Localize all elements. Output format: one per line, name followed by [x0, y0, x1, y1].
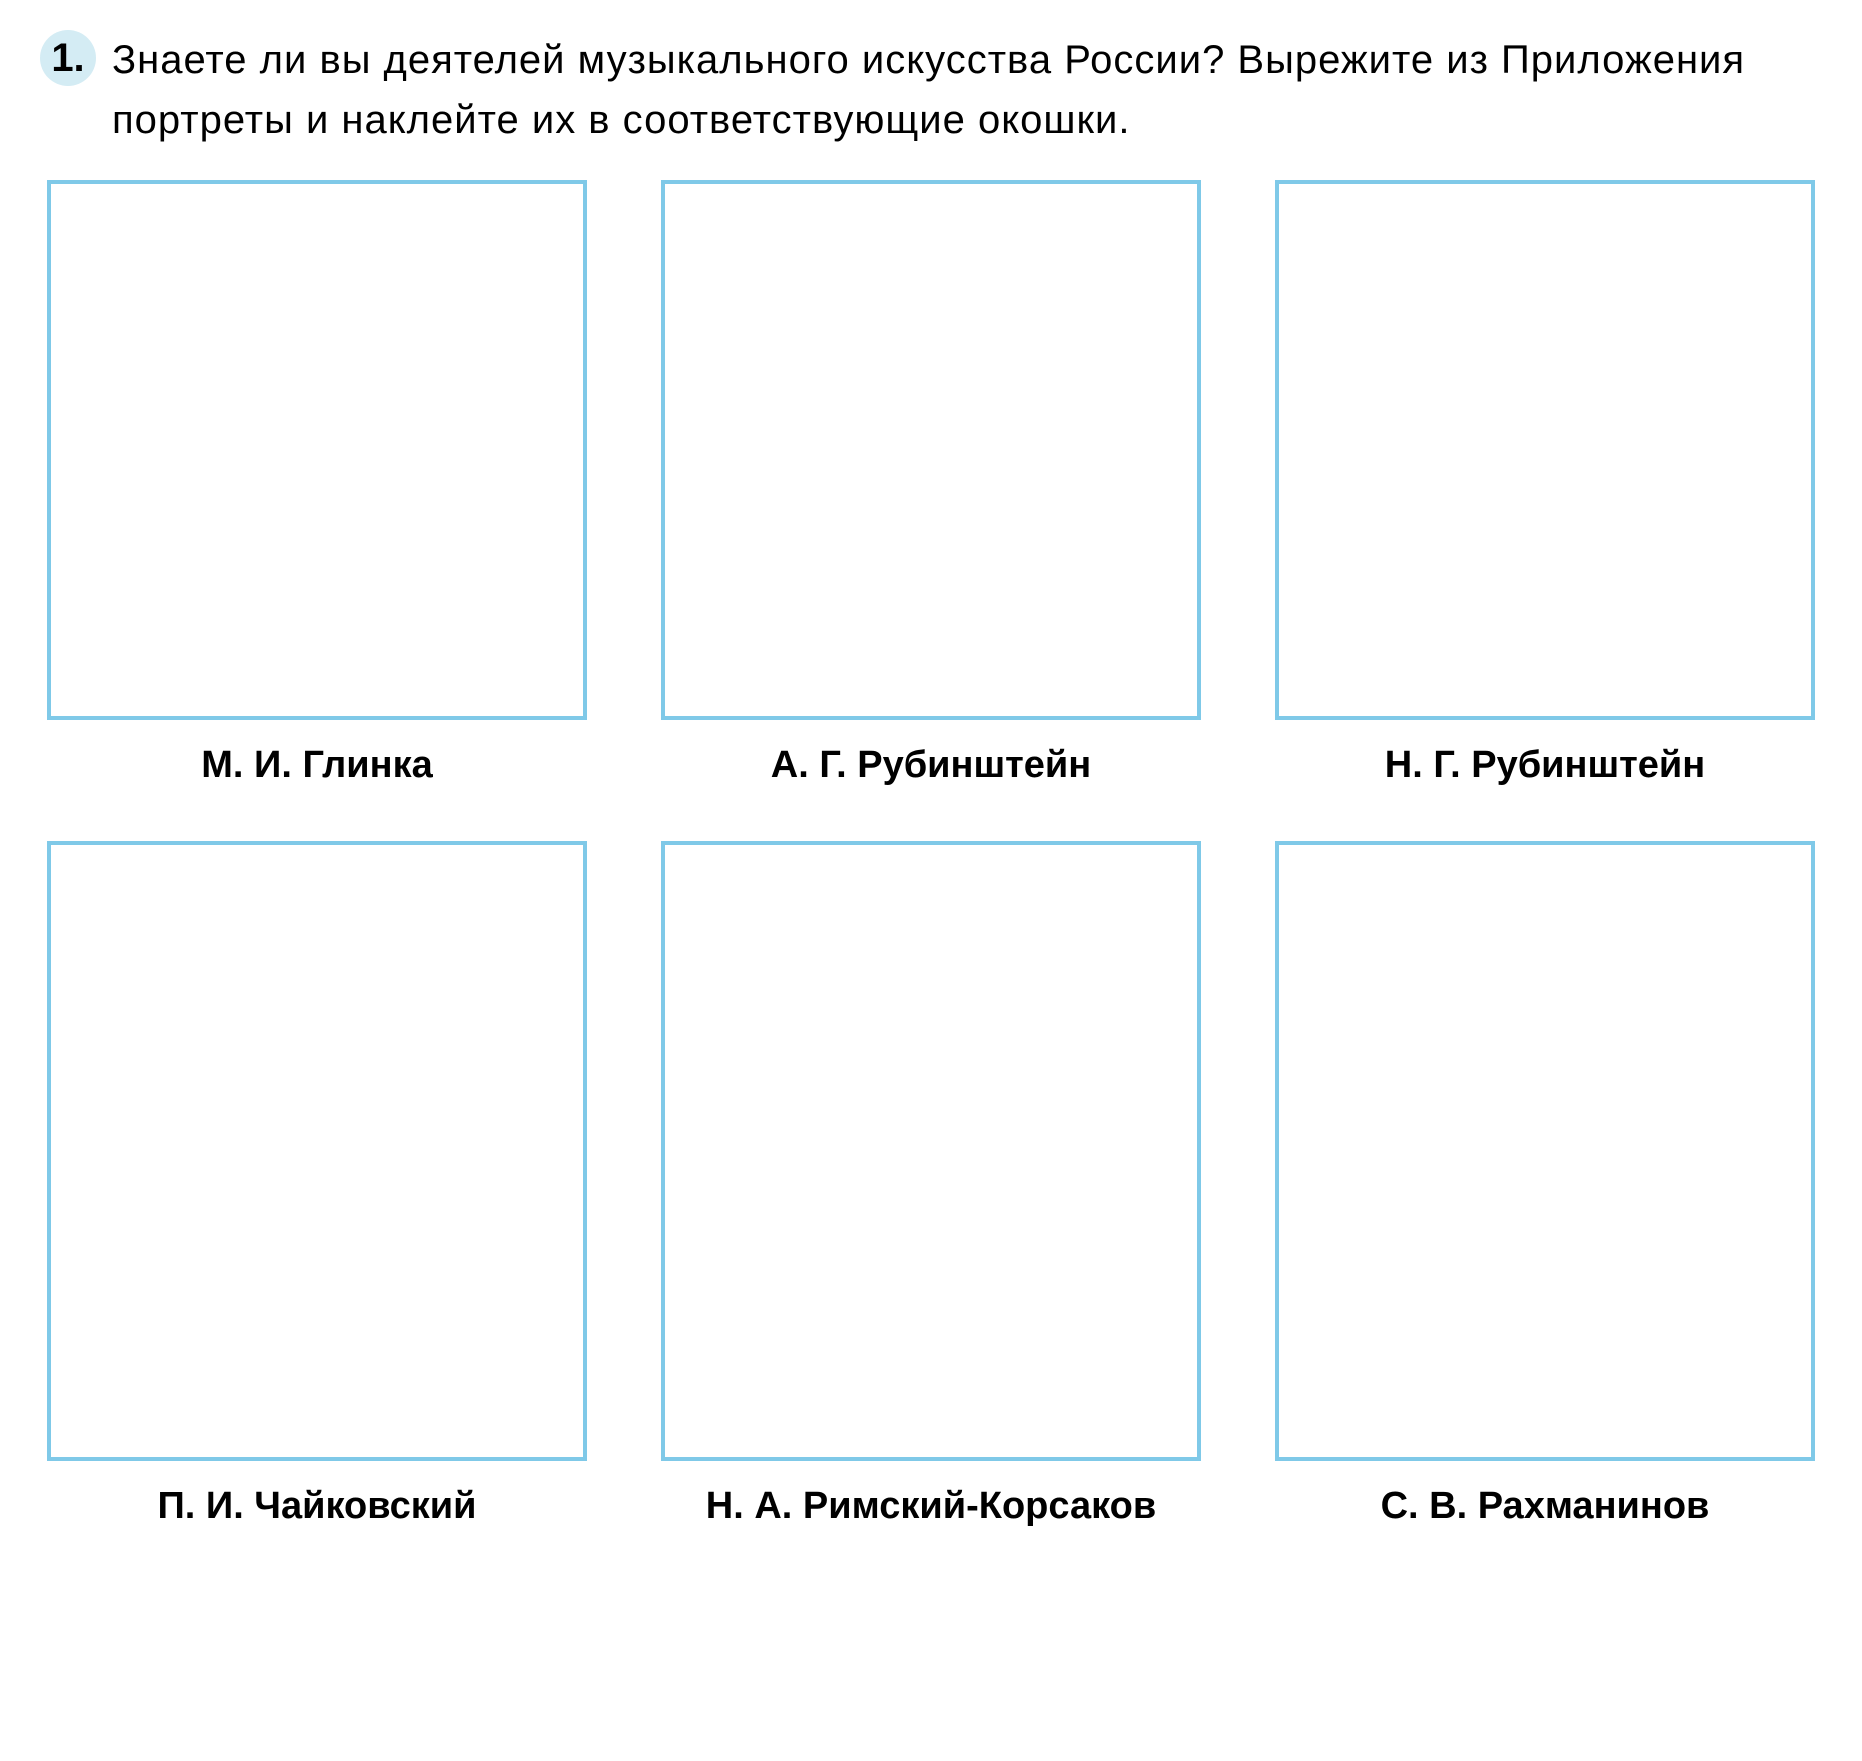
question-number-badge: 1. — [40, 30, 96, 86]
portrait-box — [47, 841, 587, 1461]
portrait-grid: М. И. Глинка А. Г. Рубинштейн Н. Г. Руби… — [40, 180, 1822, 1533]
portrait-cell-n-rubinstein: Н. Г. Рубинштейн — [1268, 180, 1822, 791]
question-header: 1. Знаете ли вы деятелей музыкального ис… — [40, 30, 1822, 150]
portrait-caption: Н. А. Римский-Корсаков — [706, 1481, 1156, 1532]
portrait-box — [661, 180, 1201, 720]
portrait-cell-rachmaninov: С. В. Рахманинов — [1268, 841, 1822, 1532]
portrait-box — [1275, 841, 1815, 1461]
portrait-cell-a-rubinstein: А. Г. Рубинштейн — [654, 180, 1208, 791]
portrait-caption: С. В. Рахманинов — [1381, 1481, 1710, 1532]
question-text: Знаете ли вы деятелей музыкального искус… — [112, 30, 1822, 150]
question-number: 1. — [51, 36, 84, 81]
portrait-cell-tchaikovsky: П. И. Чайковский — [40, 841, 594, 1532]
portrait-caption: А. Г. Рубинштейн — [771, 740, 1091, 791]
portrait-cell-rimsky-korsakov: Н. А. Римский-Корсаков — [654, 841, 1208, 1532]
portrait-caption: Н. Г. Рубинштейн — [1385, 740, 1705, 791]
portrait-box — [1275, 180, 1815, 720]
portrait-box — [47, 180, 587, 720]
portrait-caption: М. И. Глинка — [201, 740, 432, 791]
portrait-cell-glinka: М. И. Глинка — [40, 180, 594, 791]
portrait-box — [661, 841, 1201, 1461]
portrait-caption: П. И. Чайковский — [157, 1481, 476, 1532]
